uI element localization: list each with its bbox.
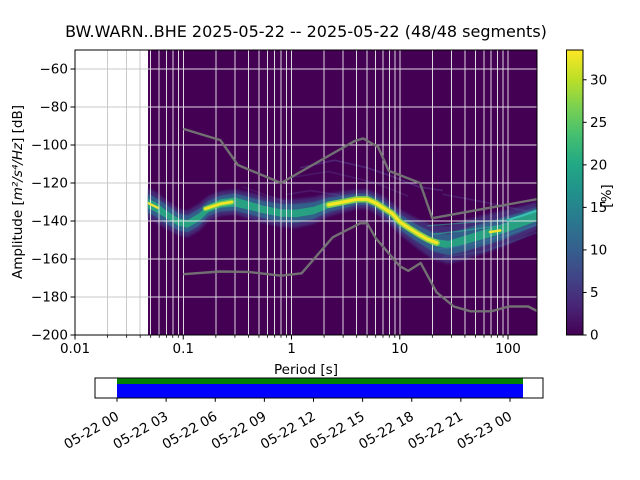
x-axis-ticks: 0.01 0.1 1 10 100: [60, 335, 521, 357]
nhnm-curve: [182, 127, 537, 220]
colorbar-tick-label: 5: [590, 285, 599, 301]
mode-ridge: [204, 200, 233, 210]
colorbar: 0 5 10 15 20 25 30: [565, 49, 607, 344]
colorbar-tick-label: 15: [590, 200, 607, 216]
y-tick-label: −60: [40, 62, 69, 78]
axes-frame: [74, 49, 538, 336]
y-tick-label: −100: [31, 138, 68, 154]
colorbar-frame: [565, 49, 584, 336]
psd-fan-streak: [442, 231, 538, 258]
x-tick-label: 10: [391, 341, 408, 357]
coverage-data-bar: [117, 378, 523, 385]
colorbar-tick-label: 10: [590, 243, 607, 259]
faint-psd-trace: [286, 189, 341, 197]
coverage-psd-bar: [117, 384, 523, 398]
nlnm-curve: [183, 222, 537, 313]
y-axis-label-suffix: ] [dB]: [10, 105, 26, 143]
colorbar-label: [%]: [599, 184, 615, 207]
x-tick-label: 0.01: [60, 341, 90, 357]
colorbar-tick-label: 30: [590, 72, 607, 88]
x-tick-label: 100: [495, 341, 521, 357]
x-tick-label: 1: [287, 341, 296, 357]
main-axes: 0.01 0.1 1 10 100 −200 −180 −160 −140 −120 −100 −80…: [31, 49, 538, 357]
mode-ridge: [506, 209, 538, 222]
mode-ridge: [327, 197, 439, 245]
noise-models: [182, 127, 537, 313]
y-tick-label: −200: [31, 328, 68, 344]
mode-ridge: [488, 229, 502, 234]
y-axis-label-prefix: Amplitude [: [10, 200, 26, 279]
psd-fan-streak: [432, 217, 538, 235]
plot-title: BW.WARN..BHE 2025-05-22 -- 2025-05-22 (4…: [65, 22, 547, 41]
mode-ridge: [147, 201, 159, 209]
y-tick-label: −120: [31, 176, 68, 192]
psd-mode-ridge: [147, 196, 538, 247]
x-tick-label: 0.1: [173, 341, 194, 357]
y-axis-ticks: −200 −180 −160 −140 −120 −100 −80 −60: [31, 62, 75, 344]
y-tick-label: −180: [31, 290, 68, 306]
y-tick-label: −160: [31, 252, 68, 268]
colorbar-tick-label: 25: [590, 115, 607, 131]
y-axis-label-math: m²/s⁴/Hz: [10, 142, 26, 200]
colorbar-tick-label: 20: [590, 158, 607, 174]
faint-psd-trace: [241, 186, 287, 203]
y-tick-label: −80: [40, 100, 69, 116]
grid-white: [147, 50, 537, 335]
colorbar-tick-label: 0: [590, 328, 599, 344]
y-tick-label: −140: [31, 214, 68, 230]
colorbar-gradient: [566, 50, 583, 335]
y-axis-label: Amplitude [m²/s⁴/Hz] [dB]: [10, 105, 26, 279]
psd-distribution: [147, 159, 538, 264]
faint-psd-trace: [291, 170, 409, 198]
x-axis-label: Period [s]: [274, 362, 338, 378]
